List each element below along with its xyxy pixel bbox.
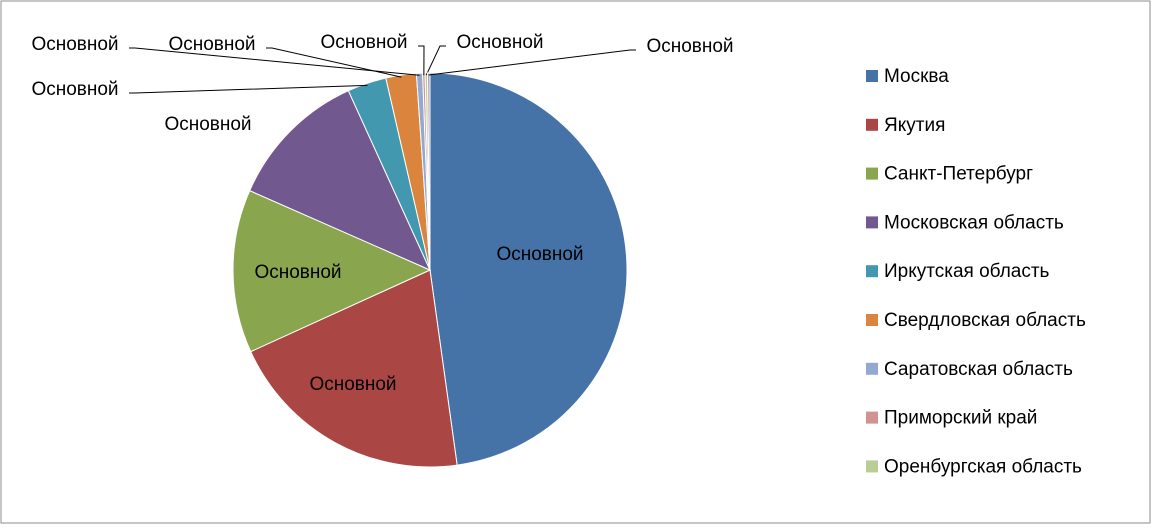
legend-swatch [866, 118, 878, 131]
data-label: Основной [31, 34, 118, 55]
legend-swatch [866, 265, 878, 278]
data-label: Основной [31, 79, 118, 100]
legend-label: Московская область [884, 212, 1064, 233]
data-label: Основной [646, 36, 733, 57]
legend-label: Свердловская область [884, 310, 1086, 331]
legend-swatch [866, 362, 878, 375]
legend-label: Москва [884, 66, 949, 87]
data-label: Основной [496, 244, 583, 265]
leader-line [425, 45, 446, 76]
pie-slice [250, 269, 458, 468]
leader-line [418, 45, 425, 76]
data-label: Основной [320, 32, 407, 53]
legend-swatch [866, 216, 878, 229]
data-label: Основной [309, 374, 396, 395]
pie-slice [427, 72, 431, 271]
legend-swatch [866, 314, 878, 326]
legend-swatch [866, 70, 878, 82]
data-label: Основной [456, 32, 543, 53]
leader-line [428, 49, 636, 76]
legend-label: Якутия [884, 115, 945, 136]
leader-line [129, 84, 368, 94]
legend-swatch [866, 167, 878, 180]
legend-label: Иркутская область [884, 261, 1050, 282]
legend-swatch [866, 411, 878, 424]
legend-label: Санкт-Петербург [884, 164, 1033, 185]
legend-label: Оренбургская область [884, 456, 1082, 477]
pie-slice [232, 189, 432, 353]
data-label: Основной [168, 34, 255, 55]
legend-swatch [866, 460, 878, 473]
legend-label: Саратовская область [884, 359, 1073, 380]
legend-label: Приморский край [884, 408, 1037, 429]
pie-slice [249, 90, 431, 271]
leader-line [129, 47, 420, 76]
data-label: Основной [254, 262, 341, 283]
leader-line [266, 47, 402, 78]
pie-slice [429, 72, 628, 466]
data-label: Основной [164, 114, 251, 135]
